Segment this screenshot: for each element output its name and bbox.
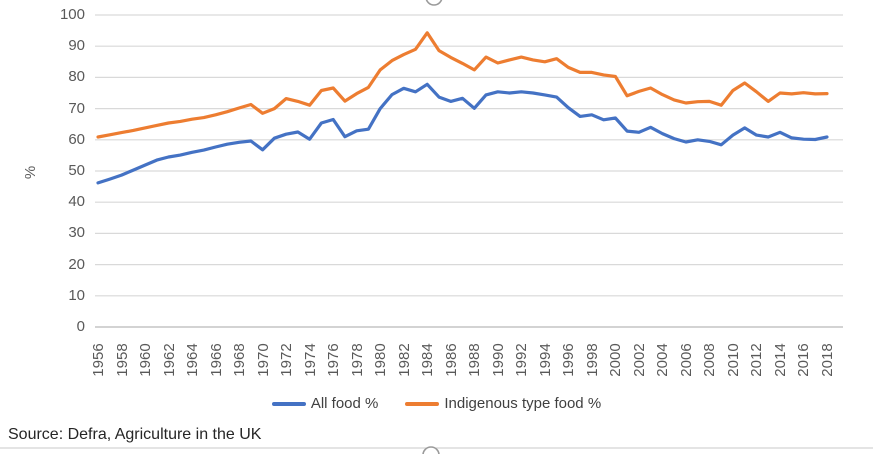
legend-line-swatch-orange: [405, 402, 440, 406]
x-tick-label: 1992: [513, 343, 530, 377]
y-tick-label: 80: [68, 68, 85, 85]
legend-item-indigenous-food[interactable]: Indigenous type food %: [405, 396, 601, 412]
x-tick-label: 1980: [372, 343, 389, 377]
y-tick-label: 30: [68, 224, 85, 241]
resize-handle-bottom-icon[interactable]: [422, 446, 440, 454]
x-tick-label: 1996: [560, 343, 577, 377]
x-tick-label: 1984: [419, 343, 436, 377]
y-tick-label: 70: [68, 100, 85, 117]
x-tick-label: 2000: [607, 343, 624, 377]
x-tick-label: 1994: [537, 343, 554, 377]
x-tick-label: 2008: [701, 343, 718, 377]
y-tick-label: 90: [68, 37, 85, 54]
x-tick-label: 1972: [278, 343, 295, 377]
x-tick-label: 1958: [114, 343, 131, 377]
y-tick-label: 100: [59, 6, 85, 23]
x-tick-label: 2004: [654, 343, 671, 377]
y-tick-label: 20: [68, 256, 85, 273]
y-axis-title: %: [22, 165, 40, 180]
x-tick-label: 2010: [725, 343, 742, 377]
x-tick-label: 1970: [255, 343, 272, 377]
x-tick-label: 1968: [231, 343, 248, 377]
x-tick-label: 1982: [396, 343, 413, 377]
resize-handle-top-icon[interactable]: [425, 0, 443, 6]
y-tick-label: 60: [68, 131, 85, 148]
x-tick-label: 2018: [819, 343, 836, 377]
x-tick-label: 2016: [795, 343, 812, 377]
x-tick-label: 1976: [325, 343, 342, 377]
x-tick-label: 1962: [161, 343, 178, 377]
x-tick-label: 1986: [443, 343, 460, 377]
x-tick-label: 1998: [584, 343, 601, 377]
legend-line-swatch-blue: [271, 402, 306, 406]
x-tick-label: 1960: [137, 343, 154, 377]
y-tick-label: 50: [68, 162, 85, 179]
x-tick-label: 2002: [631, 343, 648, 377]
y-tick-label: 0: [76, 318, 85, 335]
source-caption: Source: Defra, Agriculture in the UK: [8, 426, 262, 443]
x-tick-label: 1978: [349, 343, 366, 377]
series-line-indigenous-food: [96, 31, 829, 139]
x-tick-label: 2012: [748, 343, 765, 377]
y-tick-label: 40: [68, 193, 85, 210]
x-tick-label: 1956: [90, 343, 107, 377]
series-line-all-food: [96, 82, 829, 185]
legend-label: All food %: [310, 395, 379, 412]
x-tick-label: 2006: [678, 343, 695, 377]
x-tick-label: 1964: [184, 343, 201, 377]
legend-label: Indigenous type food %: [444, 395, 602, 412]
x-tick-label: 1988: [466, 343, 483, 377]
legend-item-all-food[interactable]: All food %: [271, 395, 379, 412]
x-tick-label: 2014: [772, 343, 789, 377]
chart-legend: All food % Indigenous type food %: [0, 396, 873, 412]
x-tick-label: 1990: [490, 343, 507, 377]
y-tick-label: 10: [68, 287, 85, 304]
x-tick-label: 1966: [208, 343, 225, 377]
x-tick-label: 1974: [302, 343, 319, 377]
